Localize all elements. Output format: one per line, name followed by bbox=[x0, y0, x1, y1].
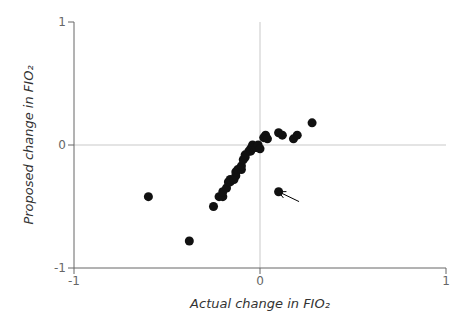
svg-text:Actual change in FIO₂: Actual change in FIO₂ bbox=[189, 296, 330, 311]
svg-text:0: 0 bbox=[256, 274, 264, 288]
svg-text:0: 0 bbox=[58, 138, 66, 152]
svg-text:1: 1 bbox=[58, 15, 66, 29]
svg-text:Proposed change in FIO₂: Proposed change in FIO₂ bbox=[21, 65, 36, 224]
svg-text:-1: -1 bbox=[54, 261, 66, 275]
svg-text:1: 1 bbox=[442, 274, 450, 288]
svg-text:-1: -1 bbox=[68, 274, 80, 288]
